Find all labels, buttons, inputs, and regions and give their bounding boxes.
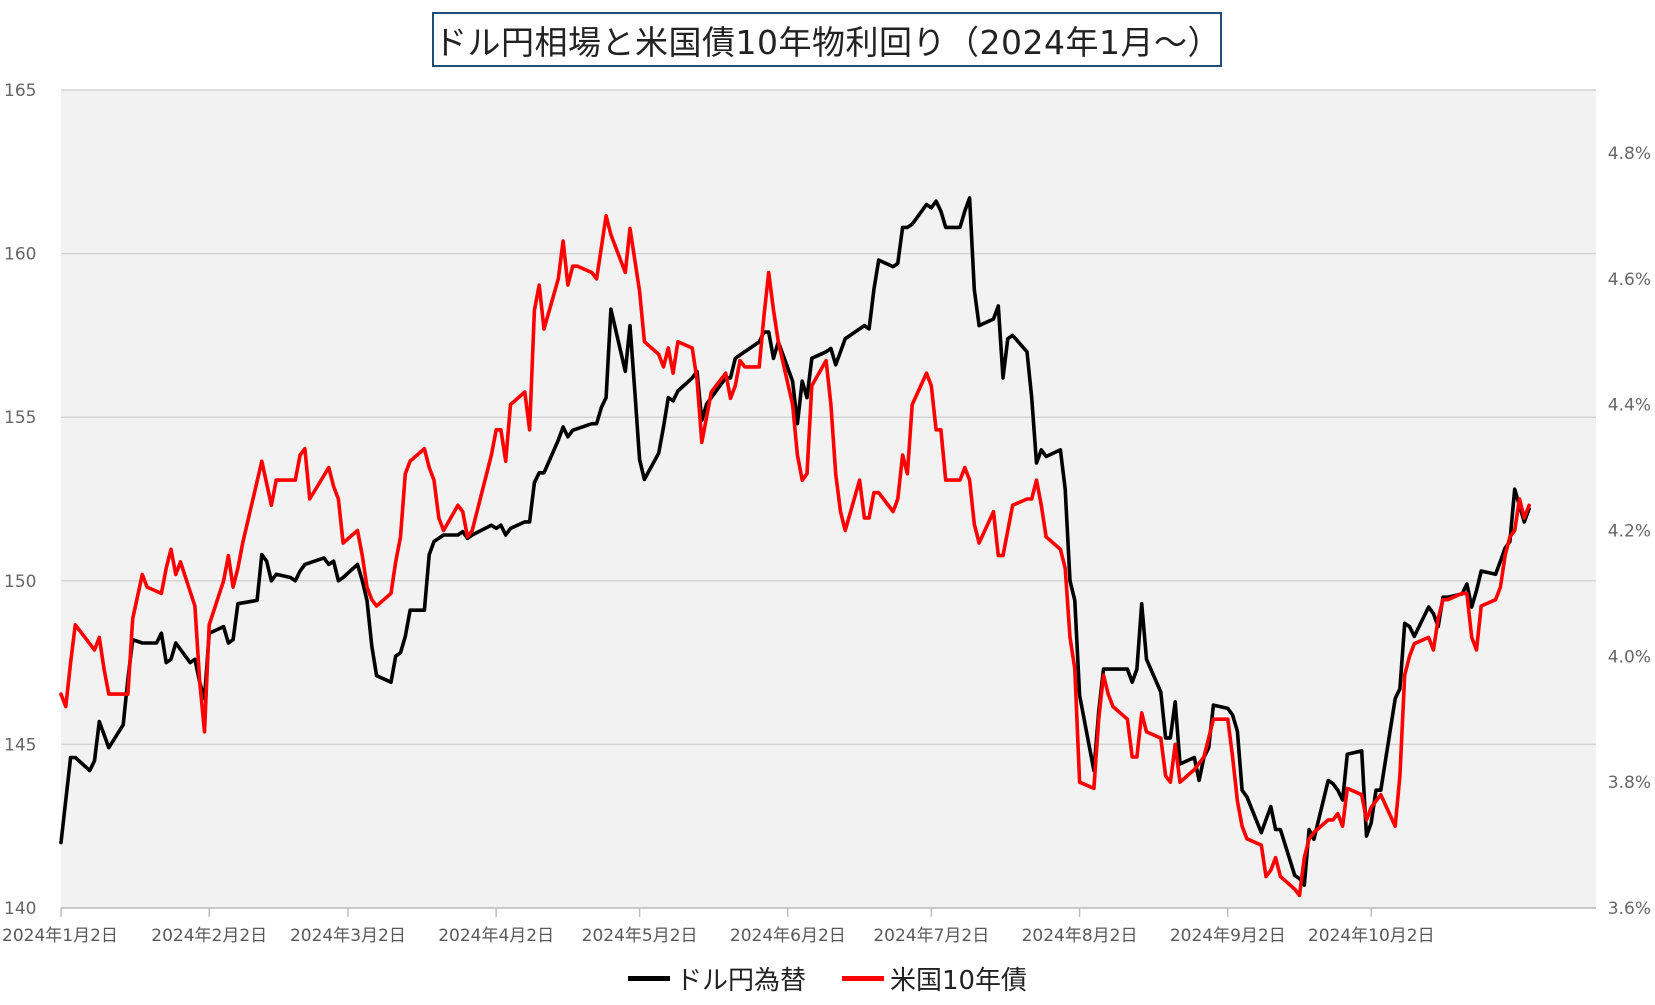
x-axis: 2024年1月2日 2024年2月2日 2024年3月2日 2024年4月2日 2024…: [2, 907, 1596, 946]
x-tick-label: 2024年8月2日: [1022, 926, 1138, 946]
right-tick-label: 4.0%: [1608, 647, 1651, 667]
right-tick-label: 3.8%: [1608, 773, 1651, 793]
right-tick-label: 4.2%: [1608, 521, 1651, 541]
legend: ドル円為替 米国10年債: [0, 958, 1655, 998]
legend-label-us10y: 米国10年債: [889, 965, 1028, 996]
legend-swatch-usdjpy: [627, 975, 670, 981]
right-tick-label: 4.6%: [1608, 270, 1651, 290]
series-lines: [59, 196, 1531, 898]
x-tick-label: 2024年2月2日: [151, 926, 267, 946]
chart-title: ドル円相場と米国債10年物利回り（2024年1月～）: [432, 12, 1222, 67]
legend-label-usdjpy: ドル円為替: [675, 965, 806, 996]
x-tick-label: 2024年4月2日: [438, 926, 554, 946]
legend-item-usdjpy: ドル円為替: [627, 960, 806, 997]
legend-item-us10y: 米国10年債: [841, 960, 1028, 997]
x-tick-label: 2024年9月2日: [1170, 926, 1286, 946]
us10y-line: [59, 214, 1531, 898]
left-tick-label: 155: [4, 408, 36, 428]
x-tick-label: 2024年7月2日: [873, 926, 989, 946]
right-axis-labels: 3.6% 3.8% 4.0% 4.2% 4.4% 4.6% 4.8%: [1608, 144, 1651, 919]
x-tick-label: 2024年10月2日: [1308, 926, 1435, 946]
right-tick-label: 4.4%: [1608, 396, 1651, 416]
x-tick-label: 2024年5月2日: [582, 926, 698, 946]
x-tick-label: 2024年6月2日: [730, 926, 846, 946]
left-tick-label: 160: [4, 245, 36, 265]
left-axis-labels: 140 145 150 155 160 165: [4, 81, 36, 919]
plot-area: [61, 90, 1596, 908]
left-tick-label: 150: [4, 572, 36, 592]
left-tick-label: 140: [4, 899, 36, 919]
right-tick-label: 3.6%: [1608, 899, 1651, 919]
right-tick-label: 4.8%: [1608, 144, 1651, 164]
x-tick-label: 2024年3月2日: [290, 926, 406, 946]
x-tick-label: 2024年1月2日: [2, 926, 118, 946]
left-tick-label: 165: [4, 81, 36, 101]
left-tick-label: 145: [4, 735, 36, 755]
usdjpy-line: [59, 196, 1531, 887]
legend-swatch-us10y: [841, 975, 884, 981]
